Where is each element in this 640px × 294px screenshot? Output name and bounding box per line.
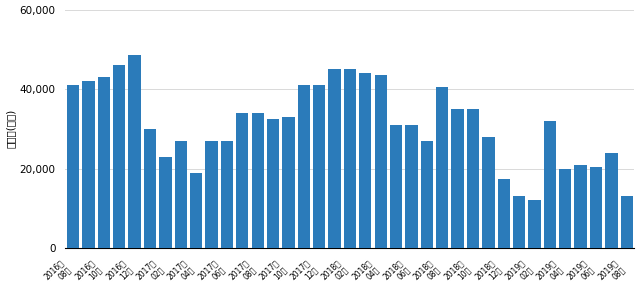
Bar	[575, 165, 587, 248]
Bar	[513, 196, 525, 248]
Bar	[83, 81, 95, 248]
Bar	[451, 109, 464, 248]
Bar	[113, 65, 125, 248]
Bar	[313, 85, 325, 248]
Bar	[559, 168, 572, 248]
Bar	[590, 167, 602, 248]
Bar	[436, 87, 449, 248]
Bar	[497, 178, 510, 248]
Bar	[390, 125, 402, 248]
Bar	[420, 141, 433, 248]
Bar	[98, 77, 110, 248]
Bar	[159, 157, 172, 248]
Bar	[605, 153, 618, 248]
Bar	[175, 141, 187, 248]
Bar	[405, 125, 418, 248]
Bar	[344, 69, 356, 248]
Bar	[221, 141, 233, 248]
Bar	[67, 85, 79, 248]
Y-axis label: 거래량(건수): 거래량(건수)	[6, 109, 15, 148]
Bar	[236, 113, 248, 248]
Bar	[205, 141, 218, 248]
Bar	[190, 173, 202, 248]
Bar	[374, 75, 387, 248]
Bar	[252, 113, 264, 248]
Bar	[129, 55, 141, 248]
Bar	[529, 201, 541, 248]
Bar	[359, 73, 371, 248]
Bar	[544, 121, 556, 248]
Bar	[328, 69, 340, 248]
Bar	[282, 117, 294, 248]
Bar	[467, 109, 479, 248]
Bar	[144, 129, 156, 248]
Bar	[621, 196, 633, 248]
Bar	[267, 119, 279, 248]
Bar	[482, 137, 495, 248]
Bar	[298, 85, 310, 248]
